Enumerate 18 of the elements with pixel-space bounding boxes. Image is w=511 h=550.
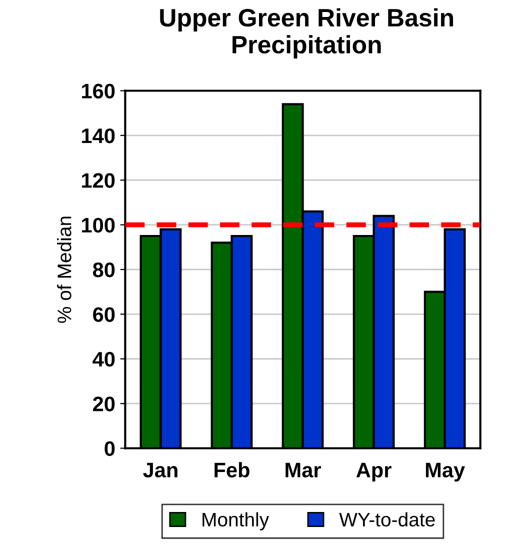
legend-label: Monthly xyxy=(202,512,270,530)
x-tick-label: Jan xyxy=(143,462,178,478)
y-tick-label: 160 xyxy=(82,84,115,99)
x-tick-label: Apr xyxy=(356,462,392,482)
chart-title: Upper Green River Basin Precipitation xyxy=(160,8,454,58)
x-tick-label: Mar xyxy=(286,462,321,478)
y-tick-label: 40 xyxy=(92,352,115,367)
legend-label: WY-to-date xyxy=(339,512,435,527)
x-tick-label: May xyxy=(426,462,465,482)
x-tick-label: Feb xyxy=(214,462,250,478)
y-axis-title: % of Median xyxy=(57,216,72,323)
y-tick-label: 140 xyxy=(82,128,115,144)
y-tick-label: 20 xyxy=(93,396,115,412)
y-tick-label: 80 xyxy=(92,262,115,278)
y-tick-label: 60 xyxy=(93,307,115,322)
y-tick-label: 0 xyxy=(104,441,115,456)
y-tick-label: 120 xyxy=(82,173,115,188)
y-tick-label: 100 xyxy=(82,218,115,233)
